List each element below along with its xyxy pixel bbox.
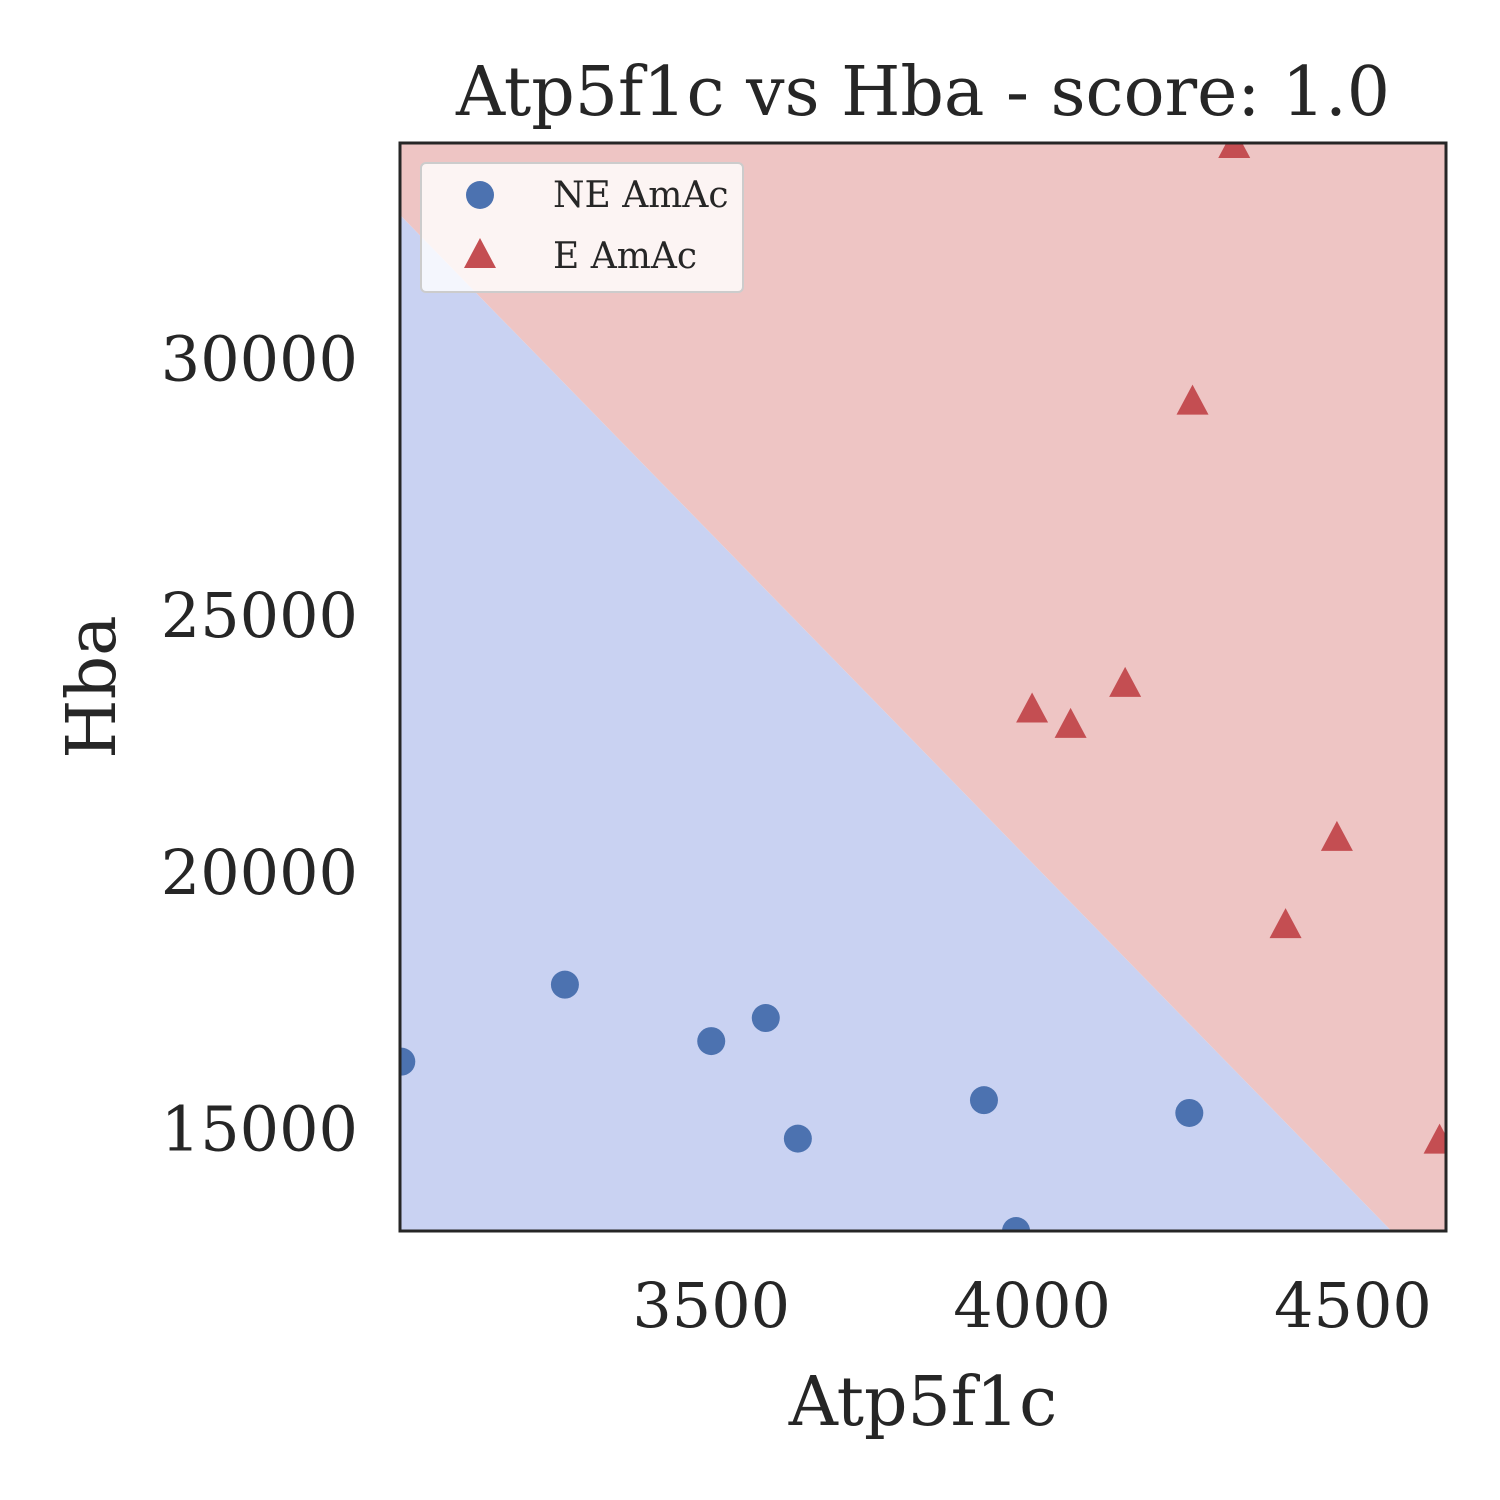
chart-title: Atp5f1c vs Hba - score: 1.0 <box>455 53 1390 132</box>
legend-label-ne-amac: NE AmAc <box>553 175 729 216</box>
y-axis-label: Hba <box>53 615 132 758</box>
point-e-amac-4 <box>1054 707 1087 738</box>
decision-region-ne <box>400 214 1392 1231</box>
decision-region-e <box>400 143 1446 1231</box>
y-axis-ticks: 15000 20000 25000 30000 <box>161 323 358 1166</box>
legend-marker-e-amac <box>464 238 496 268</box>
point-e-amac-3 <box>1016 692 1049 723</box>
point-e-amac-7 <box>1423 1123 1446 1154</box>
y-tick-label-30000: 30000 <box>161 323 358 396</box>
point-e-amac-1 <box>1176 384 1209 415</box>
point-ne-amac-5 <box>969 1086 998 1115</box>
point-e-amac-5 <box>1320 820 1353 851</box>
x-axis-ticks: 3500 4000 4500 <box>632 1269 1432 1342</box>
point-ne-amac-4 <box>783 1124 812 1153</box>
point-e-amac-2 <box>1109 666 1142 697</box>
point-ne-amac-1 <box>550 970 579 999</box>
plot-area <box>398 141 1448 1233</box>
legend-box <box>420 162 744 293</box>
point-ne-amac-2 <box>697 1027 726 1056</box>
x-tick-label-4500: 4500 <box>1274 1269 1432 1342</box>
point-e-amac-6 <box>1269 908 1302 939</box>
point-ne-amac-6 <box>1002 1217 1031 1231</box>
legend-marker-ne-amac <box>466 181 494 209</box>
point-ne-amac-3 <box>751 1004 780 1033</box>
x-tick-label-3500: 3500 <box>632 1269 790 1342</box>
legend-label-e-amac: E AmAc <box>553 236 697 277</box>
data-points <box>400 143 1446 1231</box>
point-ne-amac-7 <box>1175 1098 1204 1127</box>
point-ne-amac-0 <box>400 1047 416 1076</box>
point-e-amac-0 <box>1218 143 1251 158</box>
x-tick-label-4000: 4000 <box>953 1269 1111 1342</box>
legend: NE AmAc E AmAc <box>420 162 744 293</box>
y-tick-label-20000: 20000 <box>161 836 358 909</box>
y-tick-label-15000: 15000 <box>161 1092 358 1165</box>
x-axis-label: Atp5f1c <box>788 1363 1058 1442</box>
y-tick-label-25000: 25000 <box>161 579 358 652</box>
plot-frame <box>398 141 1448 1233</box>
